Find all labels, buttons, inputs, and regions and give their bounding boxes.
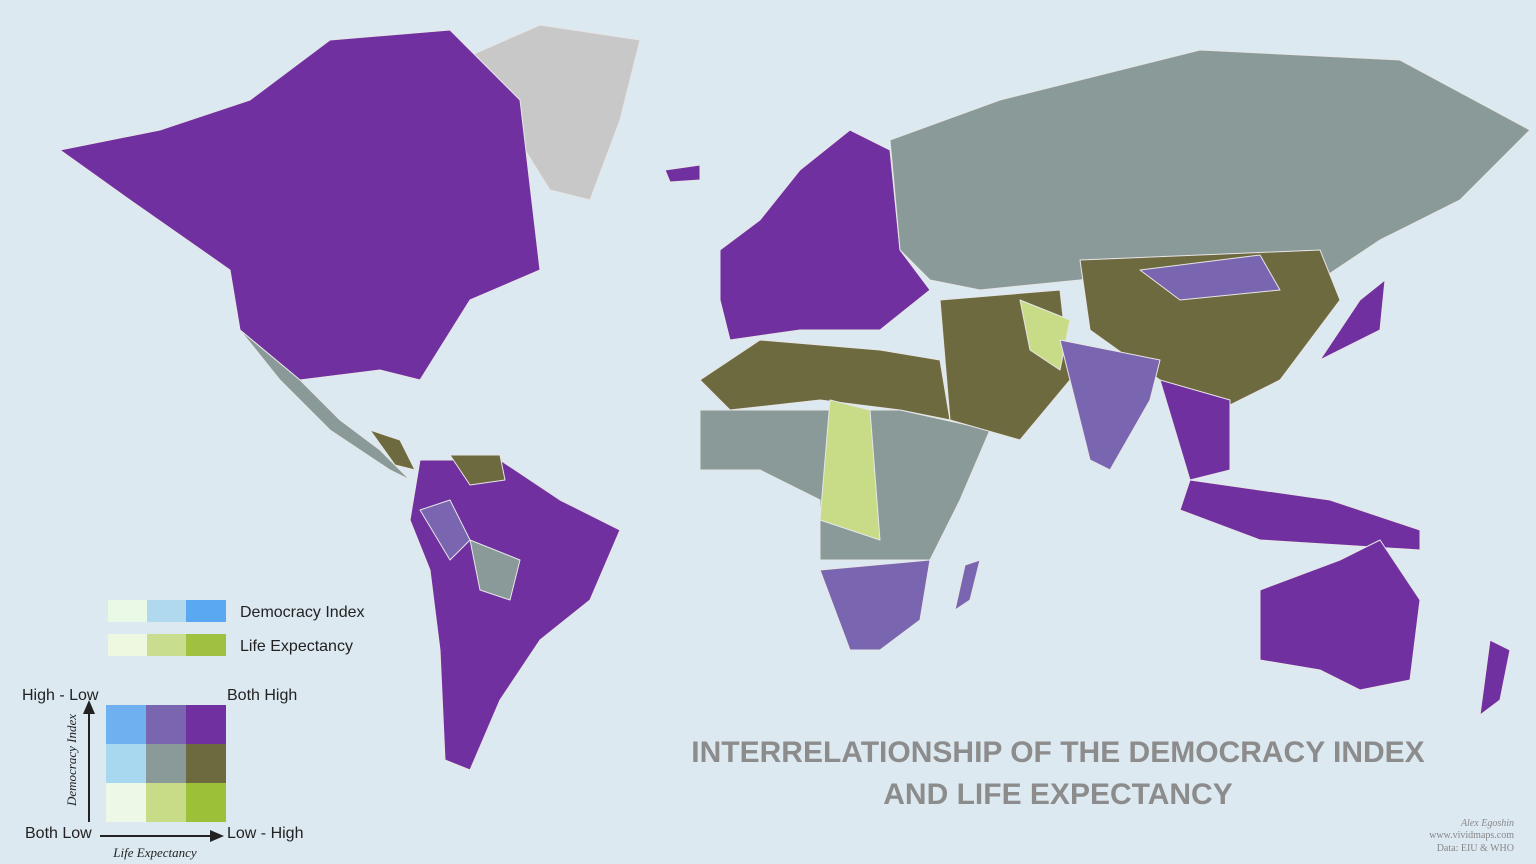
swatch <box>186 600 226 622</box>
swatch <box>147 634 186 656</box>
legend: Democracy Index Life Expectancy High - L… <box>22 600 365 860</box>
india <box>1059 339 1161 471</box>
russia <box>889 49 1531 291</box>
swatch <box>106 705 146 744</box>
bolivia <box>469 539 521 601</box>
countries <box>59 24 1531 771</box>
swatch <box>106 783 146 822</box>
southern-africa <box>819 559 931 651</box>
swatch <box>147 600 186 622</box>
corner-label: Low - High <box>227 825 303 842</box>
corner-label: High - Low <box>22 687 99 704</box>
swatch <box>146 744 186 783</box>
arrow-head <box>210 830 224 842</box>
swatch <box>146 783 186 822</box>
title: AND LIFE EXPECTANCY <box>883 778 1232 811</box>
corner-label: Both High <box>227 687 297 704</box>
swatch <box>186 744 226 783</box>
axis-label: Life Expectancy <box>112 845 197 860</box>
venezuela <box>449 454 506 486</box>
legend-label: Life Expectancy <box>240 638 353 655</box>
corner-label: Both Low <box>25 825 92 842</box>
north-america <box>59 29 541 381</box>
southeast-asia <box>1159 379 1231 481</box>
mongolia <box>1139 254 1281 301</box>
swatch <box>186 634 226 656</box>
australia <box>1259 539 1421 691</box>
central-asia <box>1019 299 1071 371</box>
credit: www.vividmaps.com <box>1429 830 1514 841</box>
china <box>1079 249 1341 421</box>
swatch <box>106 744 146 783</box>
indonesia <box>1179 479 1421 551</box>
arrow-head <box>83 700 95 714</box>
axis-label: Democracy Index <box>64 714 79 807</box>
iceland <box>664 164 701 183</box>
new-zealand <box>1479 639 1511 716</box>
credit: Data: EIU & WHO <box>1437 843 1514 854</box>
legend-label: Democracy Index <box>240 604 365 621</box>
credit: Alex Egoshin <box>1460 818 1514 829</box>
japan <box>1319 279 1386 361</box>
swatch <box>146 705 186 744</box>
peru <box>419 499 471 561</box>
swatch <box>186 783 226 822</box>
swatch <box>186 705 226 744</box>
mexico <box>239 329 411 481</box>
madagascar <box>954 559 981 611</box>
central-america <box>369 429 416 471</box>
title: INTERRELATIONSHIP OF THE DEMOCRACY INDEX <box>691 736 1424 769</box>
swatch <box>108 600 147 622</box>
swatch <box>108 634 147 656</box>
europe <box>719 129 931 341</box>
chad-congo <box>819 399 881 541</box>
